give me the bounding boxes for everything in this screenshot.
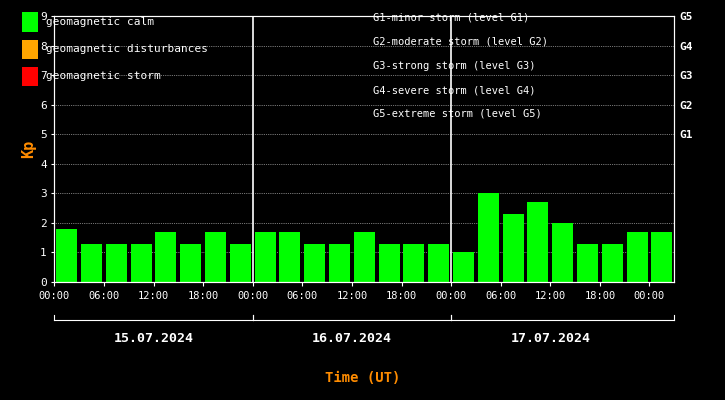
Bar — [403, 244, 424, 282]
Text: G3-strong storm (level G3): G3-strong storm (level G3) — [373, 61, 536, 71]
Bar — [81, 244, 102, 282]
Bar — [577, 244, 598, 282]
Bar — [181, 244, 202, 282]
Bar — [57, 229, 78, 282]
Bar — [205, 232, 226, 282]
Y-axis label: Kp: Kp — [21, 140, 36, 158]
Bar — [155, 232, 176, 282]
Bar — [279, 232, 300, 282]
Text: 16.07.2024: 16.07.2024 — [312, 332, 392, 344]
Text: 15.07.2024: 15.07.2024 — [114, 332, 194, 344]
Bar — [304, 244, 326, 282]
Text: G4-severe storm (level G4): G4-severe storm (level G4) — [373, 85, 536, 95]
Bar — [329, 244, 350, 282]
Text: 17.07.2024: 17.07.2024 — [510, 332, 590, 344]
Bar — [254, 232, 276, 282]
Text: geomagnetic calm: geomagnetic calm — [46, 17, 154, 27]
Bar — [378, 244, 399, 282]
Text: G2-moderate storm (level G2): G2-moderate storm (level G2) — [373, 37, 548, 47]
Bar — [428, 244, 450, 282]
Bar — [478, 193, 499, 282]
Bar — [651, 232, 672, 282]
Bar — [626, 232, 647, 282]
Text: geomagnetic disturbances: geomagnetic disturbances — [46, 44, 207, 54]
Bar — [502, 214, 523, 282]
Text: Time (UT): Time (UT) — [325, 371, 400, 385]
Bar — [106, 244, 127, 282]
Text: G1-minor storm (level G1): G1-minor storm (level G1) — [373, 13, 530, 23]
Text: geomagnetic storm: geomagnetic storm — [46, 72, 160, 82]
Bar — [354, 232, 375, 282]
Bar — [552, 223, 573, 282]
Bar — [230, 244, 251, 282]
Bar — [602, 244, 623, 282]
Bar — [453, 252, 474, 282]
Bar — [130, 244, 152, 282]
Text: G5-extreme storm (level G5): G5-extreme storm (level G5) — [373, 109, 542, 119]
Bar — [527, 202, 548, 282]
